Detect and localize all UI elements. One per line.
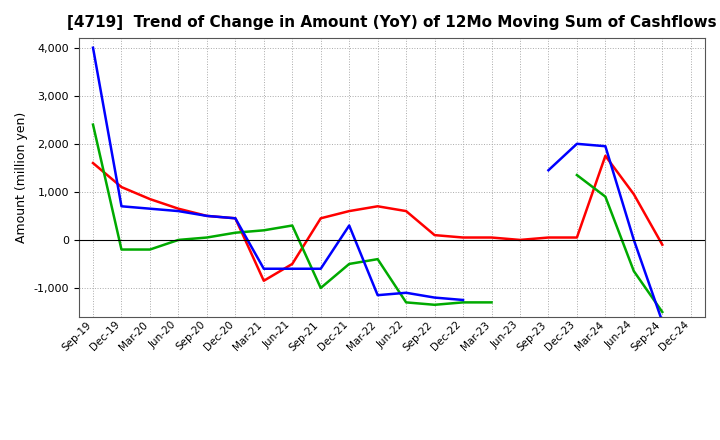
Operating Cashflow	[345, 209, 354, 214]
Investing Cashflow	[288, 223, 297, 228]
Investing Cashflow	[117, 247, 126, 252]
Operating Cashflow	[658, 242, 667, 247]
Line: Operating Cashflow: Operating Cashflow	[93, 156, 662, 281]
Operating Cashflow	[316, 216, 325, 221]
Investing Cashflow	[402, 300, 410, 305]
Operating Cashflow	[89, 161, 97, 166]
Free Cashflow	[402, 290, 410, 295]
Y-axis label: Amount (million yen): Amount (million yen)	[15, 112, 28, 243]
Operating Cashflow	[231, 216, 240, 221]
Investing Cashflow	[431, 302, 439, 308]
Operating Cashflow	[288, 261, 297, 267]
Free Cashflow	[345, 223, 354, 228]
Operating Cashflow	[374, 204, 382, 209]
Operating Cashflow	[117, 184, 126, 190]
Free Cashflow	[117, 204, 126, 209]
Free Cashflow	[316, 266, 325, 271]
Operating Cashflow	[487, 235, 496, 240]
Line: Investing Cashflow: Investing Cashflow	[93, 125, 492, 305]
Free Cashflow	[459, 297, 467, 303]
Investing Cashflow	[145, 247, 154, 252]
Free Cashflow	[202, 213, 211, 219]
Operating Cashflow	[629, 192, 638, 197]
Investing Cashflow	[202, 235, 211, 240]
Free Cashflow	[174, 209, 183, 214]
Title: [4719]  Trend of Change in Amount (YoY) of 12Mo Moving Sum of Cashflows: [4719] Trend of Change in Amount (YoY) o…	[67, 15, 716, 30]
Investing Cashflow	[345, 261, 354, 267]
Free Cashflow	[431, 295, 439, 300]
Free Cashflow	[231, 216, 240, 221]
Operating Cashflow	[516, 237, 524, 242]
Investing Cashflow	[259, 227, 268, 233]
Free Cashflow	[259, 266, 268, 271]
Operating Cashflow	[459, 235, 467, 240]
Investing Cashflow	[174, 237, 183, 242]
Investing Cashflow	[231, 230, 240, 235]
Free Cashflow	[374, 293, 382, 298]
Operating Cashflow	[572, 235, 581, 240]
Free Cashflow	[145, 206, 154, 211]
Operating Cashflow	[174, 206, 183, 211]
Investing Cashflow	[374, 257, 382, 262]
Operating Cashflow	[544, 235, 553, 240]
Free Cashflow	[288, 266, 297, 271]
Operating Cashflow	[259, 278, 268, 283]
Operating Cashflow	[202, 213, 211, 219]
Operating Cashflow	[431, 232, 439, 238]
Line: Free Cashflow: Free Cashflow	[93, 48, 463, 300]
Operating Cashflow	[601, 153, 610, 158]
Free Cashflow	[89, 45, 97, 50]
Investing Cashflow	[459, 300, 467, 305]
Operating Cashflow	[145, 196, 154, 202]
Investing Cashflow	[487, 300, 496, 305]
Investing Cashflow	[316, 285, 325, 290]
Operating Cashflow	[402, 209, 410, 214]
Investing Cashflow	[89, 122, 97, 127]
